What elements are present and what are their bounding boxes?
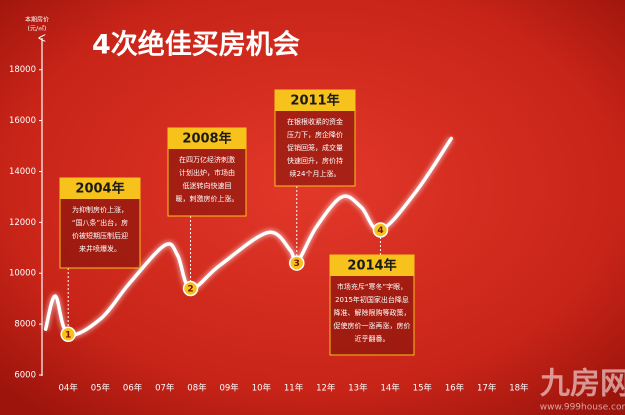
x-tick-label: 11年 <box>284 383 304 394</box>
callout-text: 计划出炉，市场由 <box>179 168 235 177</box>
y-tick-label: 6000 <box>14 371 36 381</box>
x-tick-label: 06年 <box>123 383 143 394</box>
marker-label: 2 <box>187 285 193 295</box>
marker <box>372 222 389 238</box>
x-tick-label: 09年 <box>219 383 239 394</box>
callout-text: 市场充斥“寒冬”字眼， <box>337 282 407 291</box>
y-tick-label: 14000 <box>9 167 36 177</box>
line <box>43 136 454 337</box>
callout-title: 2004年 <box>75 181 124 197</box>
x-tick-label: 18年 <box>509 383 529 394</box>
callout-text: 压力下，房企降价 <box>287 130 343 139</box>
watermark-name: 九房网 <box>540 367 625 402</box>
callout-text: 在四万亿经济刺激 <box>179 155 235 164</box>
y-tick-label: 12000 <box>9 218 36 228</box>
callout-header <box>168 128 246 149</box>
y-tick-label: 16000 <box>9 116 36 126</box>
callout-text: 价被短期压制后迎 <box>72 231 128 240</box>
callout-header <box>60 178 140 199</box>
callout-text: 为抑制房价上涨， <box>72 205 128 214</box>
y-tick-label: 10000 <box>9 269 36 279</box>
callout-title: 2011年 <box>290 93 339 109</box>
callout-text: 低迷转向快速回 <box>183 181 232 190</box>
callout-text: 暖，刺激房价上涨。 <box>176 194 239 203</box>
x-tick-label: 08年 <box>187 383 207 394</box>
marker-label: 1 <box>65 330 71 340</box>
callout-header <box>275 90 355 111</box>
x-tick-label: 12年 <box>316 383 336 394</box>
marker <box>289 255 305 271</box>
callout-text: 来井喷爆发。 <box>79 244 121 253</box>
callout-text: 在银根收紧的资金 <box>287 117 343 126</box>
callout-text: 促使房价一涨再涨，房价 <box>334 321 411 330</box>
x-tick-label: 16年 <box>445 383 465 394</box>
x-tick-label: 05年 <box>91 383 111 394</box>
y-tick-label: 8000 <box>14 320 36 330</box>
callout-text: 降准、解除限购等政策， <box>334 308 411 317</box>
callout-header <box>330 255 414 276</box>
marker-label: 4 <box>377 226 383 236</box>
y-tick-label: 18000 <box>9 65 36 75</box>
y-axis-label: (元/㎡) <box>28 25 47 33</box>
x-tick-label: 14年 <box>380 383 400 394</box>
x-tick-label: 17年 <box>477 383 497 394</box>
callout-text: 2015年初国家出台降息 <box>335 295 409 304</box>
callout-text: 快速回升，房价持 <box>287 156 343 165</box>
callout-text: 续24个月上涨。 <box>290 169 341 178</box>
x-tick-label: 15年 <box>413 383 433 394</box>
marker-label: 3 <box>294 259 300 269</box>
callout-text: 促销回笼，成交量 <box>287 143 343 152</box>
y-axis-label: 本期房价 <box>25 16 49 24</box>
marker <box>182 280 199 297</box>
x-tick-label: 04年 <box>59 383 79 394</box>
x-tick-label: 10年 <box>252 383 272 394</box>
x-tick-label: 07年 <box>155 383 175 394</box>
marker <box>60 326 76 343</box>
callout-text: 近乎翻番。 <box>355 334 390 343</box>
chart-title: 4次绝佳买房机会 <box>92 29 300 61</box>
callout-text: “国八条”出台，房 <box>72 218 128 227</box>
callout-title: 2014年 <box>347 258 396 274</box>
watermark-url: www.999house.com <box>540 403 625 413</box>
callout-title: 2008年 <box>182 131 231 147</box>
x-tick-label: 13年 <box>348 383 368 394</box>
